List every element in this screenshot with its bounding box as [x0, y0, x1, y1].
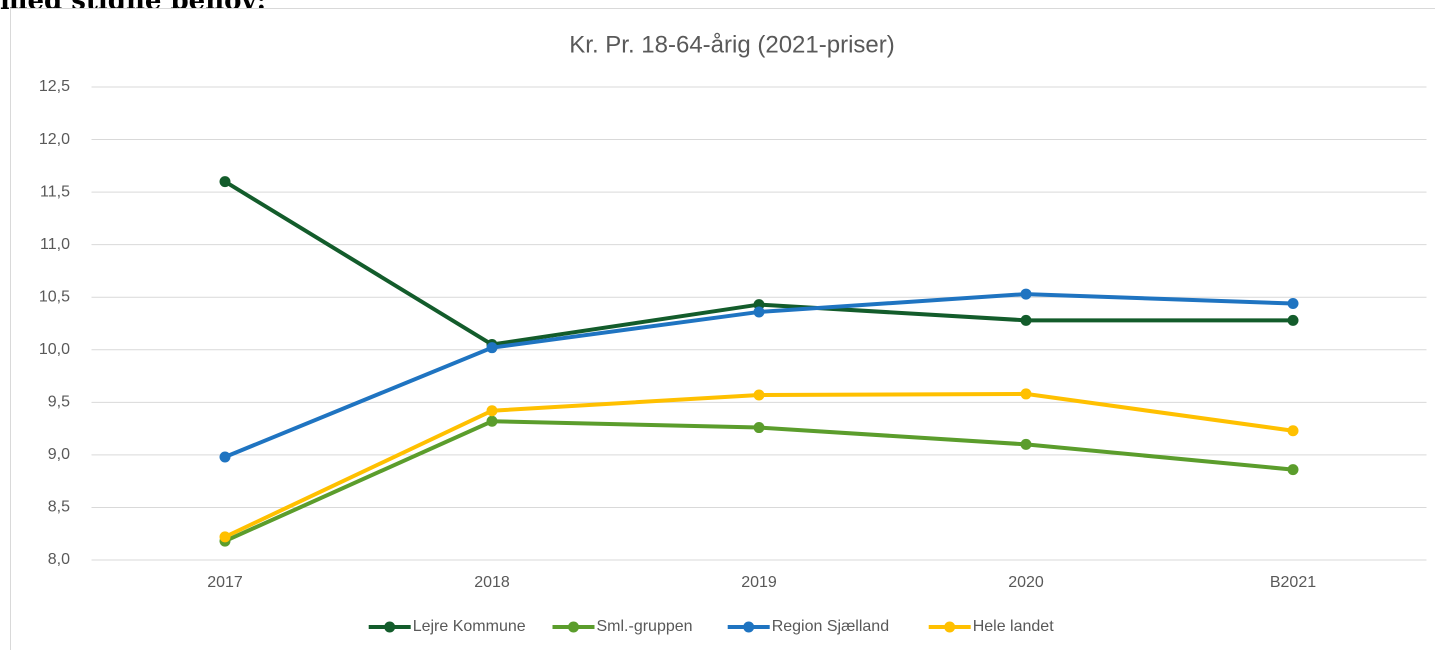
data-point	[487, 416, 498, 427]
y-tick-label: 11,5	[40, 183, 70, 200]
x-tick-label: 2017	[207, 574, 243, 591]
data-point	[487, 342, 498, 353]
data-point	[754, 422, 765, 433]
legend-label: Sml.-gruppen	[597, 618, 693, 635]
y-tick-label: 12,5	[39, 78, 70, 95]
data-point	[754, 389, 765, 400]
chart-frame	[11, 9, 1435, 651]
y-tick-label: 10,0	[39, 341, 70, 358]
y-tick-label: 9,5	[48, 394, 70, 411]
x-tick-label: 2018	[474, 574, 510, 591]
legend-marker	[384, 622, 395, 633]
y-tick-label: 12,0	[39, 131, 70, 148]
legend-marker	[568, 622, 579, 633]
legend-label: Lejre Kommune	[413, 618, 526, 635]
data-point	[1021, 315, 1032, 326]
data-point	[1021, 388, 1032, 399]
data-point	[1288, 425, 1299, 436]
data-point	[1021, 289, 1032, 300]
legend-marker	[743, 622, 754, 633]
data-point	[220, 451, 231, 462]
x-tick-label: 2020	[1008, 574, 1044, 591]
data-point	[220, 531, 231, 542]
x-tick-label: B2021	[1270, 574, 1316, 591]
data-point	[487, 405, 498, 416]
data-point	[1288, 298, 1299, 309]
data-point	[1021, 439, 1032, 450]
y-tick-label: 11,0	[40, 236, 70, 253]
chart-title: Kr. Pr. 18-64-årig (2021-priser)	[569, 31, 894, 58]
y-tick-label: 8,5	[48, 499, 70, 516]
data-point	[754, 306, 765, 317]
data-point	[220, 176, 231, 187]
data-point	[1288, 315, 1299, 326]
y-tick-label: 8,0	[48, 551, 70, 568]
legend-marker	[944, 622, 955, 633]
y-tick-label: 10,5	[39, 288, 70, 305]
legend-label: Region Sjælland	[772, 618, 889, 635]
legend-label: Hele landet	[973, 618, 1054, 635]
x-tick-label: 2019	[741, 574, 777, 591]
y-tick-label: 9,0	[48, 446, 70, 463]
data-point	[1288, 464, 1299, 475]
